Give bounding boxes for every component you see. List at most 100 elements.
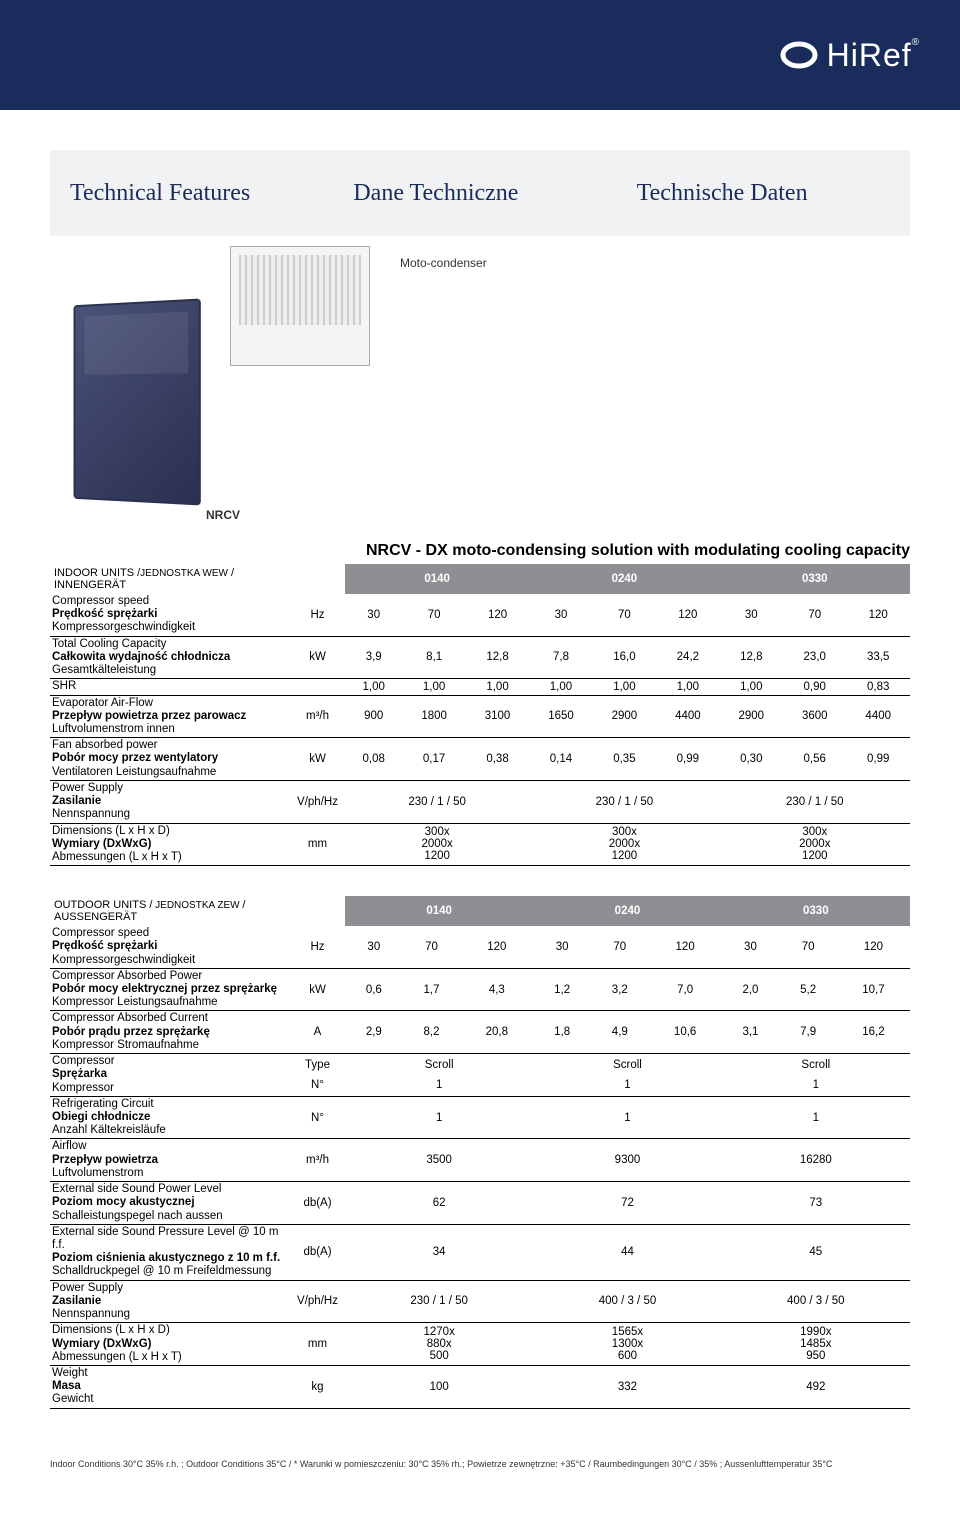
- table-row-label: WeightMasaGewicht: [50, 1365, 290, 1407]
- table-cell: 2900: [720, 695, 783, 737]
- table-unit: V/ph/Hz: [290, 780, 345, 822]
- table-row: Power SupplyZasilanieNennspannungV/ph/Hz…: [50, 1280, 910, 1322]
- table-cell: 0,90: [783, 679, 846, 695]
- table-cell: 16,0: [593, 636, 656, 678]
- table-cell: 30: [533, 926, 591, 968]
- table-cell: 30: [720, 594, 783, 636]
- table-cell: 9300: [533, 1139, 721, 1181]
- table-row: Evaporator Air-FlowPrzepływ powietrza pr…: [50, 695, 910, 737]
- table-cell: 1: [345, 1075, 533, 1096]
- table-cell: 1,00: [402, 679, 465, 695]
- table-unit: kg: [290, 1365, 345, 1407]
- table-row-label: CompressorSprężarkaKompressor: [50, 1054, 290, 1096]
- heading-pl: Dane Techniczne: [353, 178, 606, 208]
- table-row: External side Sound Pressure Level @ 10 …: [50, 1224, 910, 1279]
- table-cell: 30: [529, 594, 592, 636]
- table-cell: 900: [345, 695, 402, 737]
- table-cell: 70: [402, 594, 465, 636]
- brand-name: HiRef®: [827, 37, 920, 74]
- outdoor-model-2: 0330: [722, 896, 910, 926]
- table-cell: 3,2: [591, 968, 649, 1010]
- table-unit: A: [290, 1011, 345, 1053]
- table-row: AirflowPrzepływ powietrzaLuftvolumenstro…: [50, 1139, 910, 1181]
- table-row-label: Compressor speedPrędkość sprężarkiKompre…: [50, 594, 290, 636]
- table-cell: 4,3: [460, 968, 533, 1010]
- table-cell: 230 / 1 / 50: [529, 780, 719, 822]
- table-cell: 8,1: [402, 636, 465, 678]
- table-cell: 30: [345, 594, 402, 636]
- table-row-label: External side Sound Pressure Level @ 10 …: [50, 1224, 290, 1279]
- indoor-model-0: 0140: [345, 564, 529, 594]
- outdoor-title-en: OUTDOOR UNITS /: [54, 899, 152, 911]
- table-row: External side Sound Power LevelPoziom mo…: [50, 1182, 910, 1224]
- table-row-label: SHR: [50, 679, 290, 695]
- table-cell: 120: [460, 926, 533, 968]
- page-header: HiRef®: [0, 0, 960, 110]
- table-cell: 120: [656, 594, 719, 636]
- table-cell: 1: [533, 1075, 721, 1096]
- table-cell: 3,1: [722, 1011, 780, 1053]
- table-cell: 1,00: [529, 679, 592, 695]
- table-cell: 30: [345, 926, 403, 968]
- table-cell: 10,7: [837, 968, 910, 1010]
- table-cell: 1: [722, 1096, 910, 1138]
- table-row: Compressor speedPrędkość sprężarkiKompre…: [50, 926, 910, 968]
- table-cell: 1: [722, 1075, 910, 1096]
- outdoor-title-pl: JEDNOSTKA ZEW: [152, 900, 242, 911]
- table-cell: 1650: [529, 695, 592, 737]
- table-cell: 400 / 3 / 50: [533, 1280, 721, 1322]
- table-unit: V/ph/Hz: [290, 1280, 345, 1322]
- table-cell: 12,8: [466, 636, 529, 678]
- table-unit: N°: [290, 1075, 345, 1096]
- table-cell: 5,2: [779, 968, 837, 1010]
- table-cell: 16280: [722, 1139, 910, 1181]
- table-cell: 300x2000x1200: [720, 823, 910, 865]
- table-row-label: Total Cooling CapacityCałkowita wydajnoś…: [50, 636, 290, 678]
- table-cell: 2,9: [345, 1011, 403, 1053]
- indoor-model-1: 0240: [529, 564, 719, 594]
- table-unit: db(A): [290, 1182, 345, 1224]
- table-unit: Type: [290, 1054, 345, 1075]
- table-row: Compressor Absorbed CurrentPobór prądu p…: [50, 1011, 910, 1053]
- table-unit: N°: [290, 1096, 345, 1138]
- product-title: NRCV - DX moto-condensing solution with …: [50, 542, 910, 560]
- table-cell: 120: [649, 926, 722, 968]
- table-unit: kW: [290, 968, 345, 1010]
- table-cell: 0,56: [783, 738, 846, 780]
- table-cell: 30: [722, 926, 780, 968]
- table-cell: 0,38: [466, 738, 529, 780]
- table-cell: 1270x880x500: [345, 1323, 533, 1365]
- table-unit: Hz: [290, 594, 345, 636]
- table-cell: 0,83: [846, 679, 910, 695]
- table-cell: 73: [722, 1182, 910, 1224]
- table-cell: 7,9: [779, 1011, 837, 1053]
- table-unit: kW: [290, 636, 345, 678]
- indoor-title-pl: JEDNOSTKA WEW: [140, 568, 228, 579]
- brand-logo: HiRef®: [779, 37, 920, 74]
- indoor-units-table: INDOOR UNITS /JEDNOSTKA WEW / INNENGERÄT…: [50, 564, 910, 866]
- table-cell: 16,2: [837, 1011, 910, 1053]
- table-cell: 1990x1485x950: [722, 1323, 910, 1365]
- table-cell: 23,0: [783, 636, 846, 678]
- table-cell: 332: [533, 1365, 721, 1407]
- nrcv-unit-graphic: [73, 299, 200, 506]
- table-cell: 2900: [593, 695, 656, 737]
- table-row-label: Compressor Absorbed PowerPobór mocy elek…: [50, 968, 290, 1010]
- table-row-label: Compressor speedPrędkość sprężarkiKompre…: [50, 926, 290, 968]
- table-cell: 300x2000x1200: [345, 823, 529, 865]
- table-cell: 0,17: [402, 738, 465, 780]
- table-cell: 230 / 1 / 50: [345, 780, 529, 822]
- outdoor-model-0: 0140: [345, 896, 533, 926]
- table-cell: 230 / 1 / 50: [345, 1280, 533, 1322]
- table-row: Dimensions (L x H x D)Wymiary (DxWxG)Abm…: [50, 823, 910, 865]
- table-cell: 120: [846, 594, 910, 636]
- table-unit: db(A): [290, 1224, 345, 1279]
- heading-en: Technical Features: [70, 178, 323, 208]
- table-row: WeightMasaGewichtkg100332492: [50, 1365, 910, 1407]
- table-unit: m³/h: [290, 695, 345, 737]
- condenser-label: Moto-condenser: [400, 256, 487, 270]
- table-cell: 72: [533, 1182, 721, 1224]
- table-unit: [290, 679, 345, 695]
- table-cell: 10,6: [649, 1011, 722, 1053]
- table-cell: 70: [591, 926, 649, 968]
